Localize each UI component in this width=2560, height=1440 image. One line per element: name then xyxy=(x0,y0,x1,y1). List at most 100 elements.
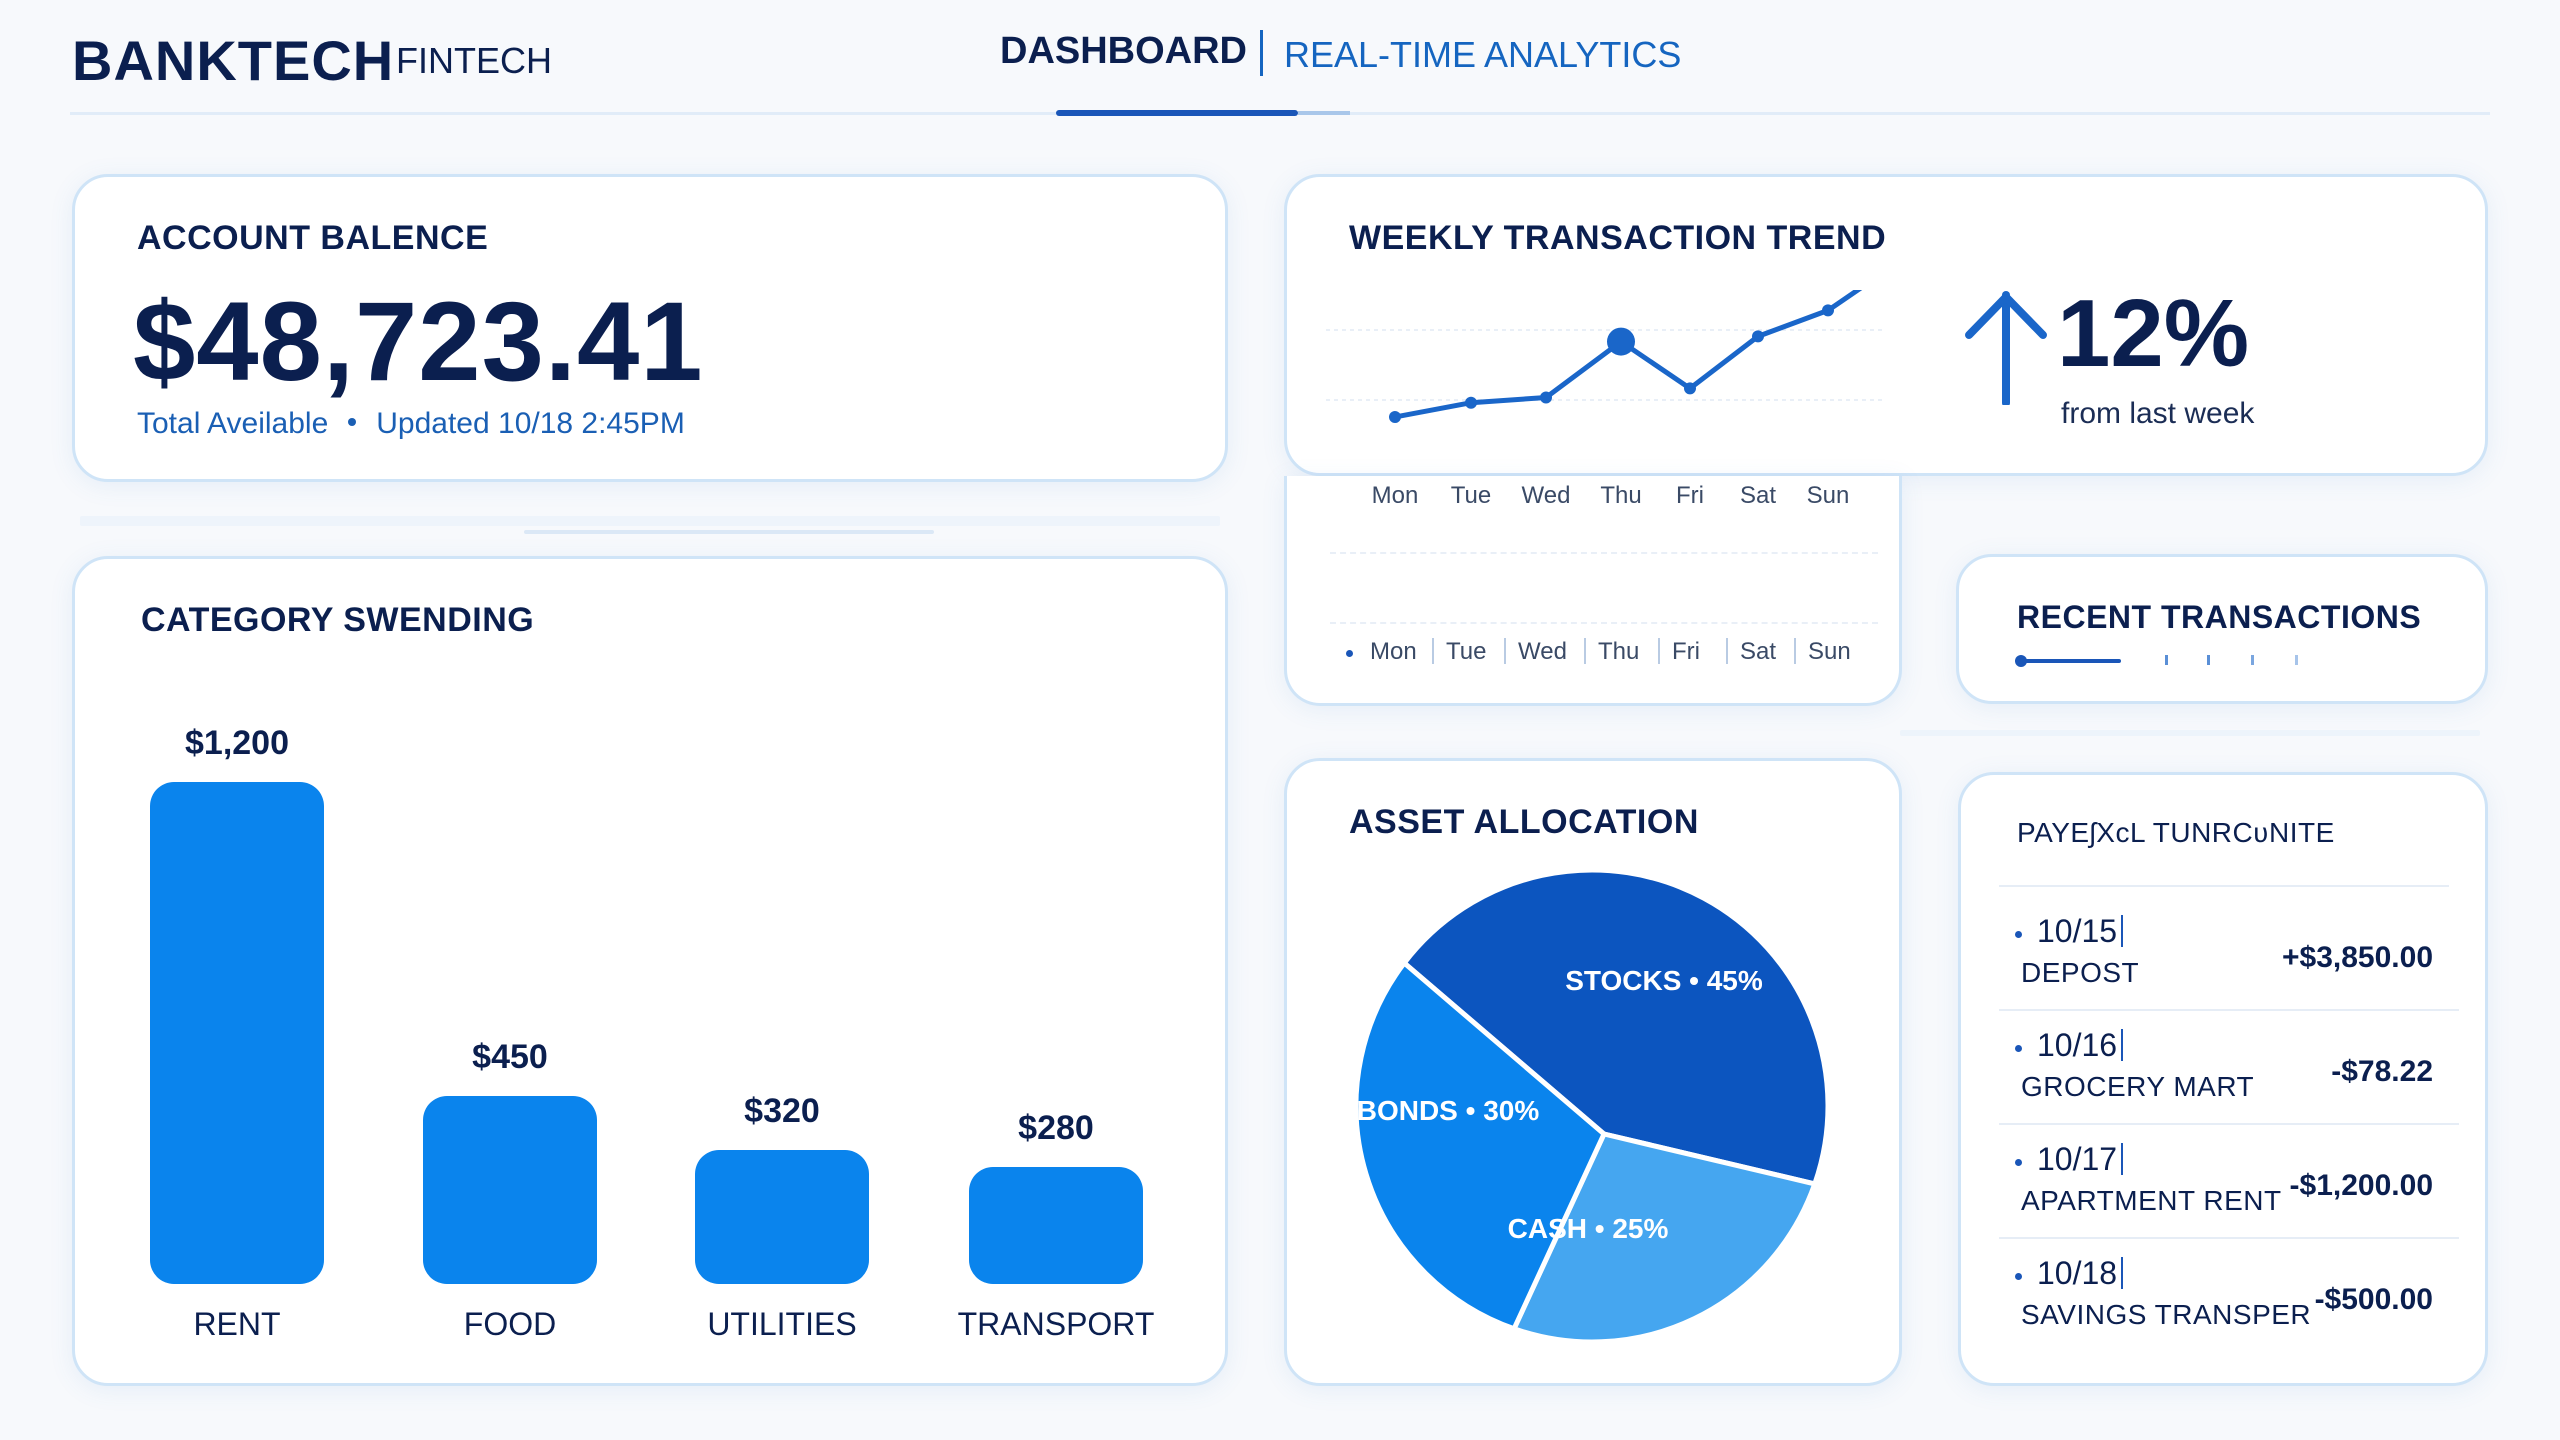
brand-subtitle: FINTECH xyxy=(396,40,552,81)
pie-slice[interactable] xyxy=(1401,867,1831,1187)
trend-point[interactable] xyxy=(1389,411,1401,423)
secondary-axis-tick xyxy=(1432,638,1434,664)
trend-gridline xyxy=(1330,552,1878,554)
txn-divider xyxy=(1999,1009,2459,1011)
txn-bullet xyxy=(2015,1273,2022,1280)
bar-rent[interactable] xyxy=(150,782,324,1284)
recent-transactions-indicator xyxy=(2021,659,2121,663)
txn-bullet xyxy=(2015,931,2022,938)
trend-gridline xyxy=(1330,622,1878,624)
brand-logo: BANKTECH xyxy=(72,29,395,92)
total-available-label: Total Aveilable xyxy=(137,407,329,440)
recent-transactions-dot xyxy=(2015,655,2027,667)
trend-change-value: 12% xyxy=(2057,280,2250,387)
txn-amount: -$1,200.00 xyxy=(2289,1169,2433,1202)
asset-allocation-title: ASSET ALLOCATION xyxy=(1349,803,1699,841)
decorative-divider xyxy=(1900,730,2480,736)
txn-name[interactable]: DEPOST xyxy=(2021,957,2140,988)
account-balance-title: ACCOUNT BALENCE xyxy=(137,219,489,257)
pie-slice[interactable] xyxy=(1353,960,1607,1332)
decorative-divider xyxy=(524,530,934,534)
up-arrow-icon xyxy=(1965,291,2047,405)
bar-value-label: $320 xyxy=(744,1092,820,1131)
txn-name[interactable]: SAVINGS TRANSPER xyxy=(2021,1299,2312,1330)
trend-point-highlight[interactable] xyxy=(1607,327,1635,356)
trend-secondary-label: Tue xyxy=(1446,638,1487,665)
recent-transactions-title: RECENT TRANSACTIONS xyxy=(2017,599,2422,635)
txn-bullet xyxy=(2015,1045,2022,1052)
txn-name[interactable]: APARTMENT RENT xyxy=(2021,1185,2282,1216)
txn-divider xyxy=(1999,1123,2459,1125)
txn-amount: -$78.22 xyxy=(2331,1055,2433,1088)
trend-secondary-label: Fri xyxy=(1672,638,1700,665)
bar-value-label: $280 xyxy=(1018,1108,1094,1147)
trend-x-label: Tue xyxy=(1450,482,1492,509)
payments-title: PAYEʃХсL TUNRCʋNITE xyxy=(2017,817,2335,848)
secondary-axis-tick xyxy=(1504,638,1506,664)
account-balance-card: ACCOUNT BALENCE $48,723.41 Total Aveilab… xyxy=(72,174,1228,482)
recent-transactions-tick xyxy=(2251,655,2254,665)
secondary-axis-tick xyxy=(1726,638,1728,664)
trend-change: 12% from last week xyxy=(1961,280,2361,435)
tab-dashboard[interactable]: DASHBOARD xyxy=(1000,30,1247,72)
trend-x-label: Fri xyxy=(1676,482,1704,509)
txn-date-separator xyxy=(2121,1257,2123,1289)
trend-point[interactable] xyxy=(1684,382,1696,395)
trend-secondary-label: Sun xyxy=(1808,638,1851,665)
trend-x-label: Wed xyxy=(1521,482,1571,509)
bar-category-label: UTILITIES xyxy=(707,1306,857,1342)
trend-x-label: Thu xyxy=(1600,482,1642,509)
recent-transactions-tick xyxy=(2165,655,2168,665)
secondary-axis-tick xyxy=(1794,638,1796,664)
txn-date-separator xyxy=(2121,915,2123,947)
trend-series-line xyxy=(1392,290,1863,420)
bar-transport[interactable] xyxy=(969,1166,1143,1284)
recent-transactions-card[interactable]: RECENT TRANSACTIONS xyxy=(1956,554,2488,704)
txn-bullet xyxy=(2015,1159,2022,1166)
recent-transactions-tick xyxy=(2295,655,2298,665)
txn-date: 10/17 xyxy=(2037,1141,2118,1177)
bar-utilities[interactable] xyxy=(695,1150,869,1284)
meta-separator-dot xyxy=(348,418,357,427)
tab-real-time-analytics[interactable]: REAL-TIME ANALYTICS xyxy=(1284,34,1682,75)
payments-card: PAYEʃХсL TUNRCʋNITE 10/15 DEPOST +$3,850.0… xyxy=(1958,772,2488,1386)
secondary-axis-tick xyxy=(1658,638,1660,664)
trend-x-label: Mon xyxy=(1371,482,1419,509)
pie-slice-label: BONDS • 30% xyxy=(1357,1095,1540,1126)
trend-point[interactable] xyxy=(1822,304,1834,317)
trend-point[interactable] xyxy=(1540,391,1552,404)
txn-name[interactable]: GROCERY MART xyxy=(2021,1071,2255,1102)
trend-secondary-label: Mon xyxy=(1370,638,1417,665)
weekly-trend-chart xyxy=(1326,290,1886,423)
recent-transactions-tick xyxy=(2207,655,2210,665)
tab-indicator-tail xyxy=(1298,111,1350,115)
txn-date: 10/16 xyxy=(2037,1027,2118,1063)
trend-point[interactable] xyxy=(1752,330,1764,343)
txn-amount: +$3,850.00 xyxy=(2282,941,2433,974)
trend-detail-panel xyxy=(1284,476,1902,706)
payments-divider xyxy=(1999,885,2449,887)
weekly-trend-card: WEEKLY TRANSACTION TREND 12% from last w… xyxy=(1284,174,2488,476)
asset-allocation-pie: STOCKS • 45% CASH • 25% BONDS • 30% xyxy=(1353,867,1831,1345)
txn-date-separator xyxy=(2121,1029,2123,1061)
pie-slice-label: STOCKS • 45% xyxy=(1565,965,1763,996)
category-spending-title: CATEGORY SWENDING xyxy=(141,601,535,639)
updated-timestamp: Updated 10/18 2:45PM xyxy=(376,407,685,440)
active-tab-indicator xyxy=(1056,110,1298,116)
txn-date: 10/18 xyxy=(2037,1255,2118,1291)
bar-category-label: TRANSPORT xyxy=(957,1306,1155,1342)
trend-point[interactable] xyxy=(1465,396,1477,409)
pie-slice[interactable] xyxy=(1511,1131,1818,1345)
decorative-divider xyxy=(80,516,1220,526)
txn-divider xyxy=(1999,1237,2459,1239)
secondary-axis-dot xyxy=(1346,650,1353,657)
trend-x-label: Sat xyxy=(1739,482,1777,509)
bar-category-label: RENT xyxy=(193,1306,281,1342)
account-balance-value: $48,723.41 xyxy=(133,279,704,404)
bar-food[interactable] xyxy=(423,1095,597,1284)
txn-amount: -$500.00 xyxy=(2314,1283,2433,1316)
trend-x-label: Sun xyxy=(1806,482,1850,509)
trend-change-label: from last week xyxy=(2061,397,2255,430)
trend-secondary-label: Wed xyxy=(1518,638,1567,665)
secondary-axis-tick xyxy=(1584,638,1586,664)
